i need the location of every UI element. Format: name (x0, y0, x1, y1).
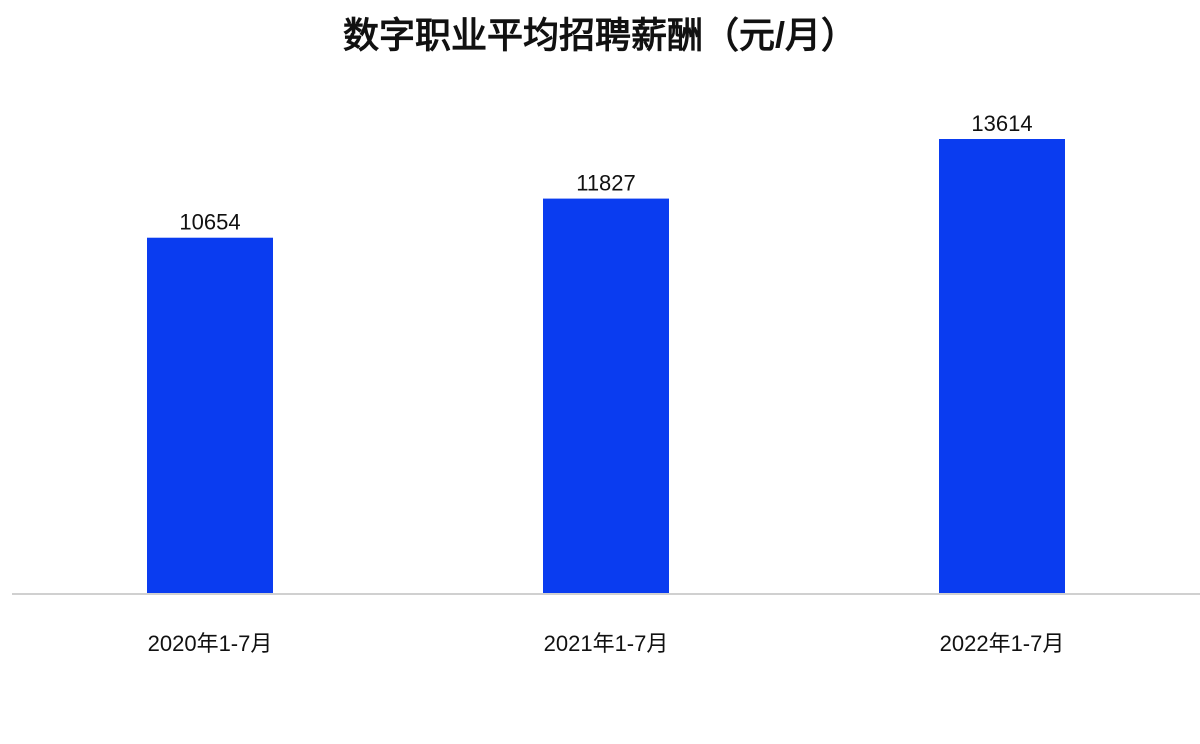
x-tick-label: 2021年1-7月 (544, 631, 669, 656)
bar (147, 237, 273, 593)
x-tick-label: 2020年1-7月 (148, 631, 273, 656)
x-tick-label: 2022年1-7月 (940, 631, 1065, 656)
value-label: 13614 (971, 111, 1032, 136)
bar (543, 198, 669, 593)
value-label: 11827 (576, 170, 636, 195)
value-label: 10654 (179, 210, 240, 235)
bar (939, 139, 1065, 593)
chart-title: 数字职业平均招聘薪酬（元/月） (343, 15, 857, 56)
